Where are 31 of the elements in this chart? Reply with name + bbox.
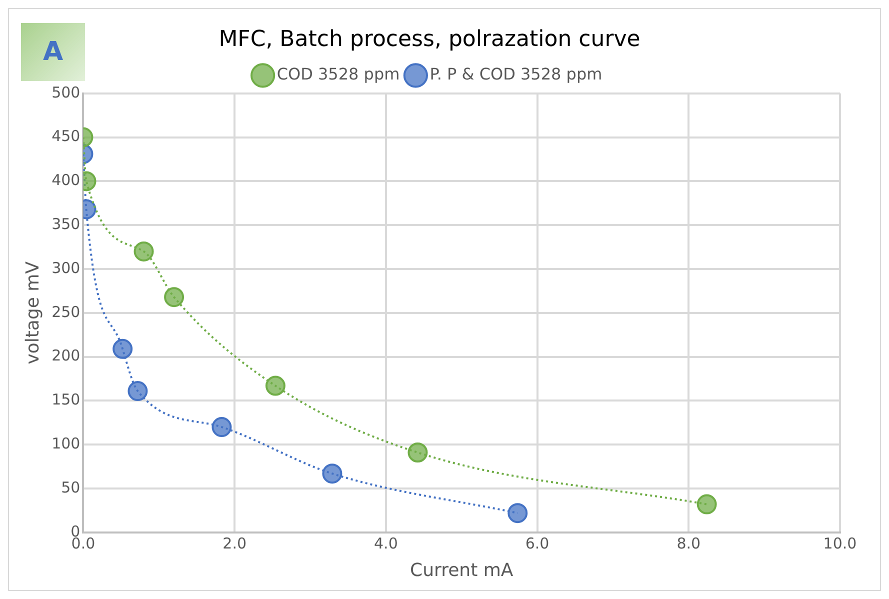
y-tick-label: 50 xyxy=(61,478,80,496)
point xyxy=(265,376,286,396)
point xyxy=(322,464,342,484)
y-tick-label: 100 xyxy=(52,434,80,452)
x-tick-label: 2.0 xyxy=(222,534,247,552)
legend-label: P. P & COD 3528 ppm xyxy=(430,64,602,84)
x-axis-title: Current mA xyxy=(410,560,514,581)
y-tick-label: 350 xyxy=(52,214,80,233)
y-tick-label: 150 xyxy=(52,390,80,409)
y-tick-label: 250 xyxy=(52,302,80,321)
y-axis-title: voltage mV xyxy=(22,260,44,364)
point xyxy=(164,287,184,308)
y-tick-label: 450 xyxy=(52,127,80,146)
x-tick-label: 8.0 xyxy=(676,534,701,552)
point xyxy=(134,241,154,262)
y-tick-label: 400 xyxy=(52,171,80,190)
chart-title: MFC, Batch process, polrazation curve xyxy=(218,26,640,52)
x-tick-label: 6.0 xyxy=(525,534,550,552)
point xyxy=(112,338,133,359)
point xyxy=(696,494,717,514)
x-tick-label: 10.0 xyxy=(823,534,857,552)
point xyxy=(128,381,148,402)
legend-label: COD 3528 ppm xyxy=(276,64,400,84)
point xyxy=(408,442,428,462)
y-tick-label: 300 xyxy=(52,258,80,277)
x-tick-label: 4.0 xyxy=(374,534,398,552)
point xyxy=(508,503,528,524)
text: A xyxy=(21,23,85,81)
y-tick-label: 500 xyxy=(52,83,80,102)
point xyxy=(212,417,232,438)
y-tick-label: 200 xyxy=(52,346,80,365)
